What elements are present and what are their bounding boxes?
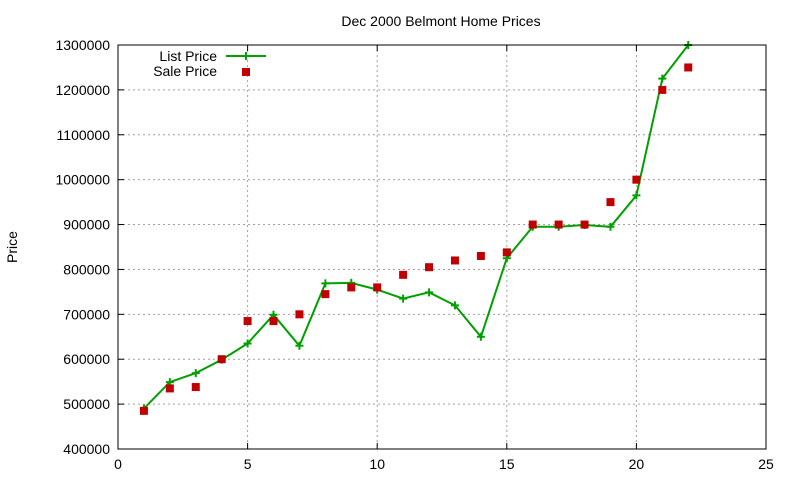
sale-price-point [580, 220, 589, 229]
list-price-point [476, 332, 485, 341]
sale-price-point [450, 256, 459, 265]
sale-price-point [347, 283, 356, 292]
list-price-line [143, 44, 689, 410]
series-sale-price [139, 63, 693, 415]
legend-swatch-sale-price [242, 68, 250, 76]
list-price-point [425, 288, 434, 297]
list-price-point [606, 222, 615, 231]
sale-price-point [606, 198, 615, 207]
y-tick-label: 700000 [63, 306, 110, 322]
x-tick-label: 20 [629, 456, 645, 472]
list-price-point [658, 74, 667, 83]
sale-price-point [243, 317, 252, 326]
x-tick-label: 15 [499, 456, 515, 472]
sale-price-point [191, 383, 200, 392]
y-tick-label: 500000 [63, 396, 110, 412]
sale-price-point [269, 317, 278, 326]
sale-price-point [139, 406, 148, 415]
list-price-point [295, 341, 304, 350]
sale-price-point [373, 283, 382, 292]
x-tick-label: 5 [244, 456, 252, 472]
sale-price-point [425, 263, 434, 272]
sale-price-point [476, 251, 485, 260]
legend-swatch-list-price-point [242, 52, 250, 60]
sale-price-point [217, 355, 226, 364]
sale-price-point [399, 270, 408, 279]
sale-price-point [684, 63, 693, 72]
plot-frame [117, 44, 767, 450]
list-price-point [243, 339, 252, 348]
sale-price-point [658, 85, 667, 94]
y-axis-label: Price [4, 231, 20, 263]
y-tick-label: 900000 [63, 217, 110, 233]
sale-price-point [502, 248, 511, 257]
legend-label-list-price: List Price [159, 48, 217, 64]
x-tick-label: 10 [369, 456, 385, 472]
y-tick-label: 1000000 [55, 172, 110, 188]
tick-labels: 0 5 10 15 20 25 400000 500000 600000 700000 800000… [55, 37, 774, 472]
sale-price-point [632, 175, 641, 184]
grid [118, 45, 766, 449]
list-price-point [399, 294, 408, 303]
series-layer [139, 41, 693, 415]
x-tick-label: 25 [758, 456, 774, 472]
y-tick-label: 1300000 [55, 37, 110, 53]
y-tick-label: 1200000 [55, 82, 110, 98]
sale-price-point [321, 290, 330, 299]
y-tick-label: 400000 [63, 441, 110, 457]
chart-title: Dec 2000 Belmont Home Prices [341, 13, 540, 29]
list-price-point [191, 369, 200, 378]
sale-price-point [554, 220, 563, 229]
y-tick-label: 600000 [63, 351, 110, 367]
y-tick-label: 800000 [63, 261, 110, 277]
sale-price-point [528, 220, 537, 229]
sale-price-point [295, 310, 304, 319]
sale-price-point [165, 384, 174, 393]
list-price-point [450, 301, 459, 310]
y-tick-label: 1100000 [57, 127, 111, 143]
legend-label-sale-price: Sale Price [153, 63, 217, 79]
list-price-point [632, 191, 641, 200]
list-price-point [321, 279, 330, 288]
x-tick-label: 0 [114, 456, 122, 472]
